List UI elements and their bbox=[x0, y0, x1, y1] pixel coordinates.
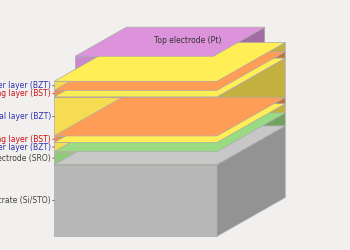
Polygon shape bbox=[54, 142, 217, 152]
Text: Bottom outer layer (BZT): Bottom outer layer (BZT) bbox=[0, 142, 51, 152]
Polygon shape bbox=[75, 56, 214, 81]
Polygon shape bbox=[217, 126, 285, 236]
Polygon shape bbox=[54, 97, 217, 136]
Polygon shape bbox=[54, 97, 285, 136]
Polygon shape bbox=[217, 58, 285, 136]
Polygon shape bbox=[214, 27, 265, 81]
Text: Substrate (Si/STO): Substrate (Si/STO) bbox=[0, 196, 51, 205]
Polygon shape bbox=[54, 104, 285, 142]
Polygon shape bbox=[54, 81, 217, 90]
Polygon shape bbox=[54, 52, 285, 90]
Text: Bottom electrode (SRO): Bottom electrode (SRO) bbox=[0, 154, 51, 162]
Polygon shape bbox=[217, 104, 285, 152]
Text: Separating layer (BST): Separating layer (BST) bbox=[0, 135, 51, 144]
Polygon shape bbox=[75, 27, 265, 56]
Polygon shape bbox=[217, 52, 285, 97]
Polygon shape bbox=[54, 113, 285, 152]
Text: Central layer (BZT): Central layer (BZT) bbox=[0, 112, 51, 121]
Polygon shape bbox=[54, 152, 217, 164]
Polygon shape bbox=[217, 42, 285, 90]
Text: Top outer layer (BZT): Top outer layer (BZT) bbox=[0, 81, 51, 90]
Polygon shape bbox=[54, 126, 285, 164]
Polygon shape bbox=[54, 58, 285, 97]
Polygon shape bbox=[217, 113, 285, 164]
Polygon shape bbox=[54, 42, 285, 81]
Text: Separating layer (BST): Separating layer (BST) bbox=[0, 89, 51, 98]
Polygon shape bbox=[217, 97, 285, 142]
Polygon shape bbox=[54, 90, 217, 97]
Polygon shape bbox=[54, 136, 217, 142]
Polygon shape bbox=[54, 164, 217, 236]
Text: Top electrode (Pt): Top electrode (Pt) bbox=[154, 36, 222, 45]
